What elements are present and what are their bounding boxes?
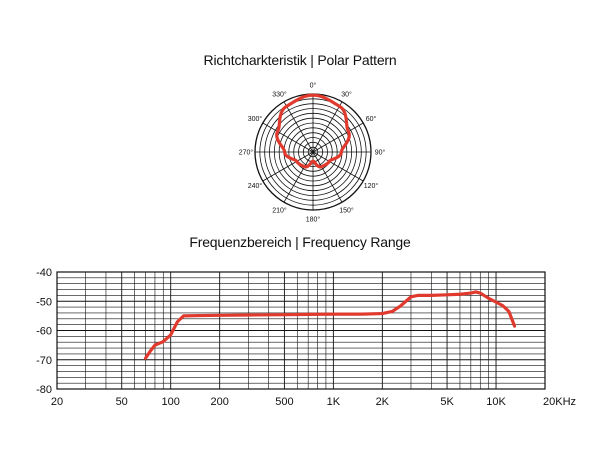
y-tick-label: -70 bbox=[36, 355, 52, 367]
polar-angle-label: 60° bbox=[366, 115, 377, 123]
y-tick-label: -80 bbox=[36, 384, 52, 396]
polar-spoke bbox=[312, 122, 364, 153]
polar-angle-label: 120° bbox=[364, 182, 379, 190]
polar-pattern-curve bbox=[275, 93, 351, 169]
x-tick-label: 10K bbox=[486, 396, 506, 408]
x-tick-label: 100 bbox=[162, 396, 180, 408]
frequency-response-curve bbox=[143, 290, 517, 360]
y-tick-label: -50 bbox=[36, 296, 52, 308]
polar-angle-label: 300° bbox=[248, 115, 263, 123]
polar-angle-label: 0° bbox=[310, 82, 317, 90]
polar-angle-label: 240° bbox=[248, 182, 263, 190]
frequency-range-title: Frequenzbereich | Frequency Range bbox=[189, 234, 411, 250]
polar-angle-label: 30° bbox=[341, 91, 352, 99]
polar-angle-label: 180° bbox=[306, 216, 321, 224]
polar-angle-label: 330° bbox=[272, 91, 287, 99]
y-tick-label: -60 bbox=[36, 326, 52, 338]
polar-spoke bbox=[262, 151, 314, 182]
x-tick-label: 50 bbox=[116, 396, 128, 408]
y-tick-label: -40 bbox=[36, 267, 52, 279]
x-tick-label: 2K bbox=[376, 396, 390, 408]
freq-plot-frame bbox=[56, 271, 546, 390]
polar-spoke bbox=[283, 101, 314, 153]
polar-spoke bbox=[262, 122, 314, 153]
polar-pattern-title: Richtcharkteristik | Polar Pattern bbox=[203, 52, 397, 68]
polar-spoke bbox=[312, 151, 364, 182]
polar-angle-label: 150° bbox=[339, 207, 354, 215]
x-tick-label: 500 bbox=[275, 396, 293, 408]
polar-spoke bbox=[312, 101, 343, 153]
polar-spoke bbox=[312, 151, 343, 203]
x-tick-label: 20KHz bbox=[543, 396, 576, 408]
polar-spoke bbox=[283, 151, 314, 203]
polar-angle-label: 90° bbox=[375, 149, 386, 157]
x-tick-label: 20 bbox=[51, 396, 63, 408]
x-tick-label: 1K bbox=[327, 396, 341, 408]
x-tick-label: 200 bbox=[211, 396, 229, 408]
x-tick-label: 5K bbox=[440, 396, 454, 408]
polar-angle-label: 270° bbox=[239, 149, 254, 157]
polar-angle-label: 210° bbox=[272, 207, 287, 215]
